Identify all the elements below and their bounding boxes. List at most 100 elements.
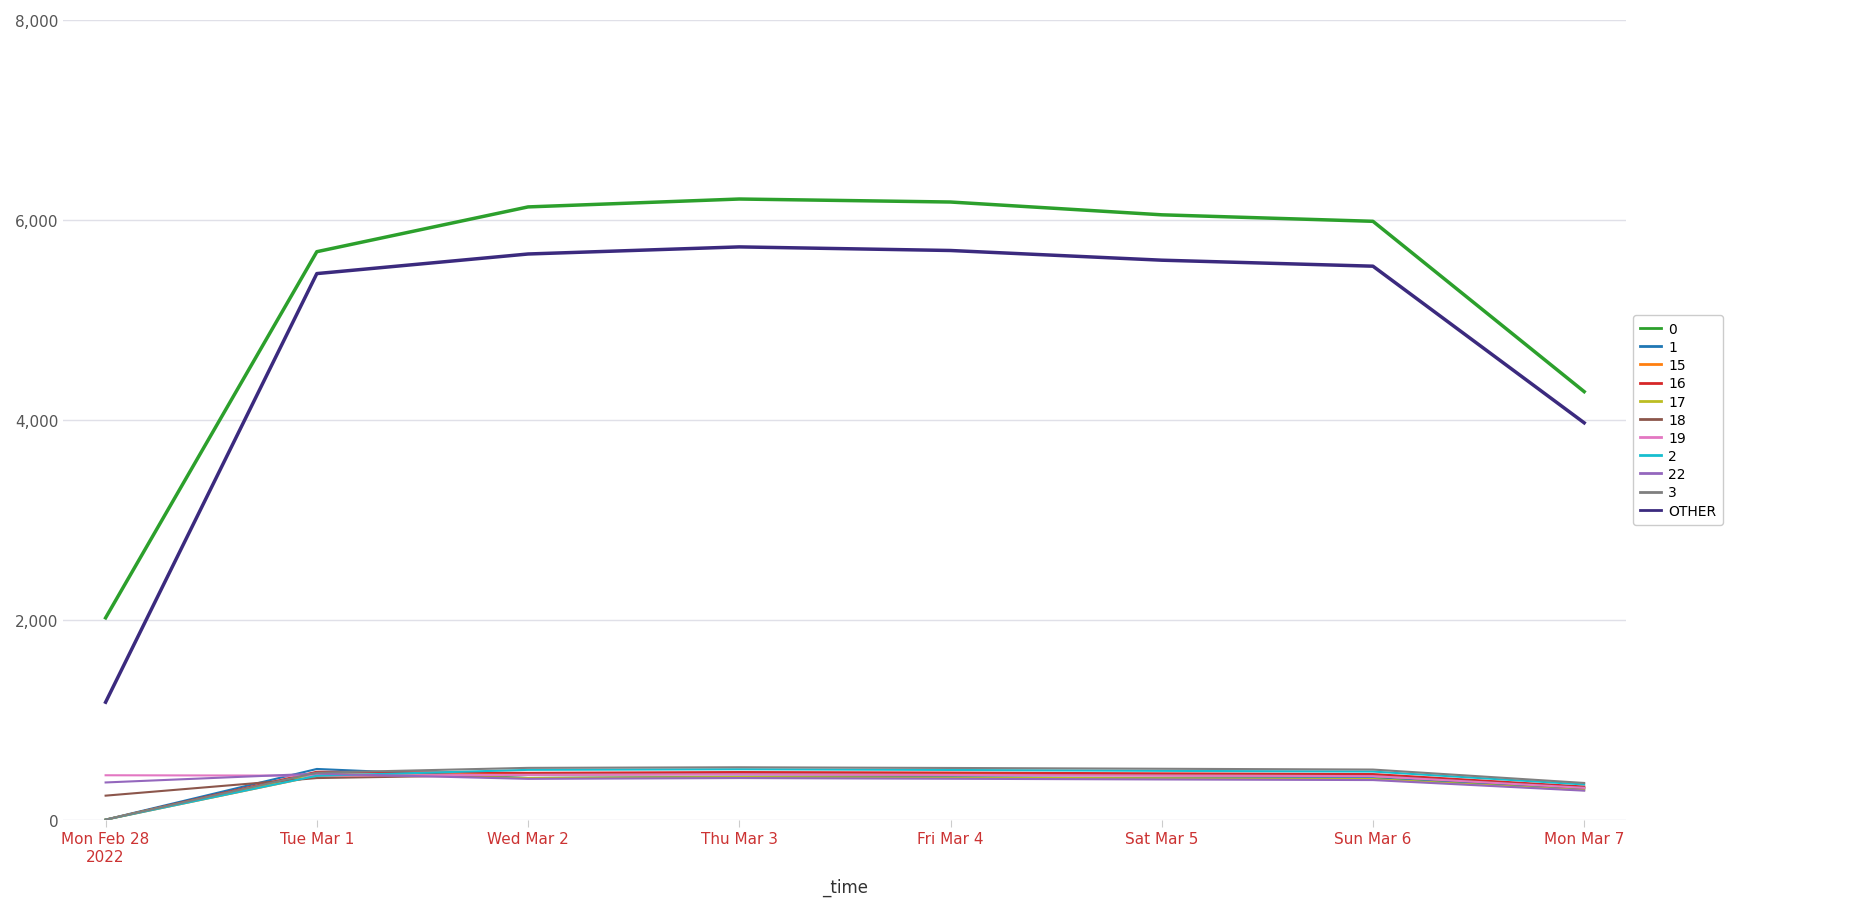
17 bbox=[940, 773, 963, 783]
3 bbox=[95, 814, 118, 825]
1 bbox=[1151, 773, 1174, 783]
Line: 19: 19 bbox=[107, 774, 1585, 788]
19 bbox=[1151, 770, 1174, 781]
16 bbox=[307, 766, 329, 777]
Line: 2: 2 bbox=[107, 770, 1585, 820]
22 bbox=[1151, 774, 1174, 785]
2 bbox=[940, 764, 963, 775]
17 bbox=[518, 773, 540, 783]
0 bbox=[1363, 217, 1385, 228]
22 bbox=[307, 768, 329, 779]
2 bbox=[729, 764, 751, 775]
OTHER bbox=[729, 242, 751, 253]
19 bbox=[95, 770, 118, 781]
Line: 22: 22 bbox=[107, 773, 1585, 791]
OTHER bbox=[1574, 418, 1596, 429]
16 bbox=[729, 767, 751, 778]
18 bbox=[518, 770, 540, 781]
19 bbox=[729, 769, 751, 780]
19 bbox=[940, 770, 963, 781]
Line: 0: 0 bbox=[107, 200, 1585, 619]
1 bbox=[307, 763, 329, 774]
OTHER bbox=[95, 697, 118, 708]
0 bbox=[518, 202, 540, 213]
3 bbox=[1151, 763, 1174, 774]
16 bbox=[1363, 769, 1385, 780]
17 bbox=[95, 814, 118, 825]
1 bbox=[95, 814, 118, 825]
18 bbox=[1574, 783, 1596, 793]
17 bbox=[729, 772, 751, 783]
15 bbox=[729, 768, 751, 779]
22 bbox=[1574, 785, 1596, 796]
15 bbox=[1363, 770, 1385, 781]
2 bbox=[1574, 779, 1596, 790]
17 bbox=[1151, 773, 1174, 784]
15 bbox=[518, 769, 540, 780]
19 bbox=[1363, 771, 1385, 782]
OTHER bbox=[1363, 261, 1385, 272]
Line: 3: 3 bbox=[107, 767, 1585, 820]
0 bbox=[940, 198, 963, 209]
0 bbox=[307, 247, 329, 258]
17 bbox=[307, 768, 329, 779]
OTHER bbox=[940, 246, 963, 257]
15 bbox=[307, 771, 329, 782]
19 bbox=[518, 770, 540, 781]
18 bbox=[1363, 771, 1385, 782]
2 bbox=[1151, 765, 1174, 776]
17 bbox=[1363, 773, 1385, 784]
0 bbox=[729, 194, 751, 205]
2 bbox=[518, 764, 540, 775]
1 bbox=[940, 772, 963, 783]
18 bbox=[307, 773, 329, 783]
OTHER bbox=[1151, 255, 1174, 266]
0 bbox=[1151, 210, 1174, 221]
19 bbox=[307, 771, 329, 782]
22 bbox=[518, 773, 540, 784]
16 bbox=[1574, 782, 1596, 793]
3 bbox=[1574, 778, 1596, 789]
3 bbox=[729, 762, 751, 773]
Line: 17: 17 bbox=[107, 773, 1585, 820]
X-axis label: _time: _time bbox=[822, 878, 867, 896]
1 bbox=[1363, 773, 1385, 783]
16 bbox=[940, 767, 963, 778]
1 bbox=[729, 772, 751, 783]
Line: OTHER: OTHER bbox=[107, 248, 1585, 702]
3 bbox=[1363, 764, 1385, 775]
15 bbox=[1574, 783, 1596, 793]
22 bbox=[729, 773, 751, 783]
3 bbox=[518, 763, 540, 773]
18 bbox=[940, 770, 963, 781]
15 bbox=[1151, 769, 1174, 780]
0 bbox=[1574, 387, 1596, 398]
2 bbox=[307, 771, 329, 782]
Line: 1: 1 bbox=[107, 769, 1585, 820]
Legend: 0, 1, 15, 16, 17, 18, 19, 2, 22, 3, OTHER: 0, 1, 15, 16, 17, 18, 19, 2, 22, 3, OTHE… bbox=[1634, 316, 1723, 525]
22 bbox=[1363, 774, 1385, 785]
16 bbox=[518, 768, 540, 779]
18 bbox=[1151, 770, 1174, 781]
19 bbox=[1574, 783, 1596, 793]
2 bbox=[1363, 766, 1385, 777]
16 bbox=[95, 814, 118, 825]
16 bbox=[1151, 768, 1174, 779]
22 bbox=[940, 773, 963, 784]
15 bbox=[940, 769, 963, 780]
2 bbox=[95, 814, 118, 825]
17 bbox=[1574, 784, 1596, 795]
OTHER bbox=[307, 269, 329, 280]
1 bbox=[1574, 783, 1596, 794]
18 bbox=[95, 791, 118, 802]
3 bbox=[307, 767, 329, 778]
22 bbox=[95, 777, 118, 788]
3 bbox=[940, 763, 963, 773]
Line: 16: 16 bbox=[107, 772, 1585, 820]
1 bbox=[518, 773, 540, 783]
Line: 18: 18 bbox=[107, 774, 1585, 796]
0 bbox=[95, 613, 118, 624]
Line: 15: 15 bbox=[107, 773, 1585, 820]
15 bbox=[95, 814, 118, 825]
18 bbox=[729, 769, 751, 780]
